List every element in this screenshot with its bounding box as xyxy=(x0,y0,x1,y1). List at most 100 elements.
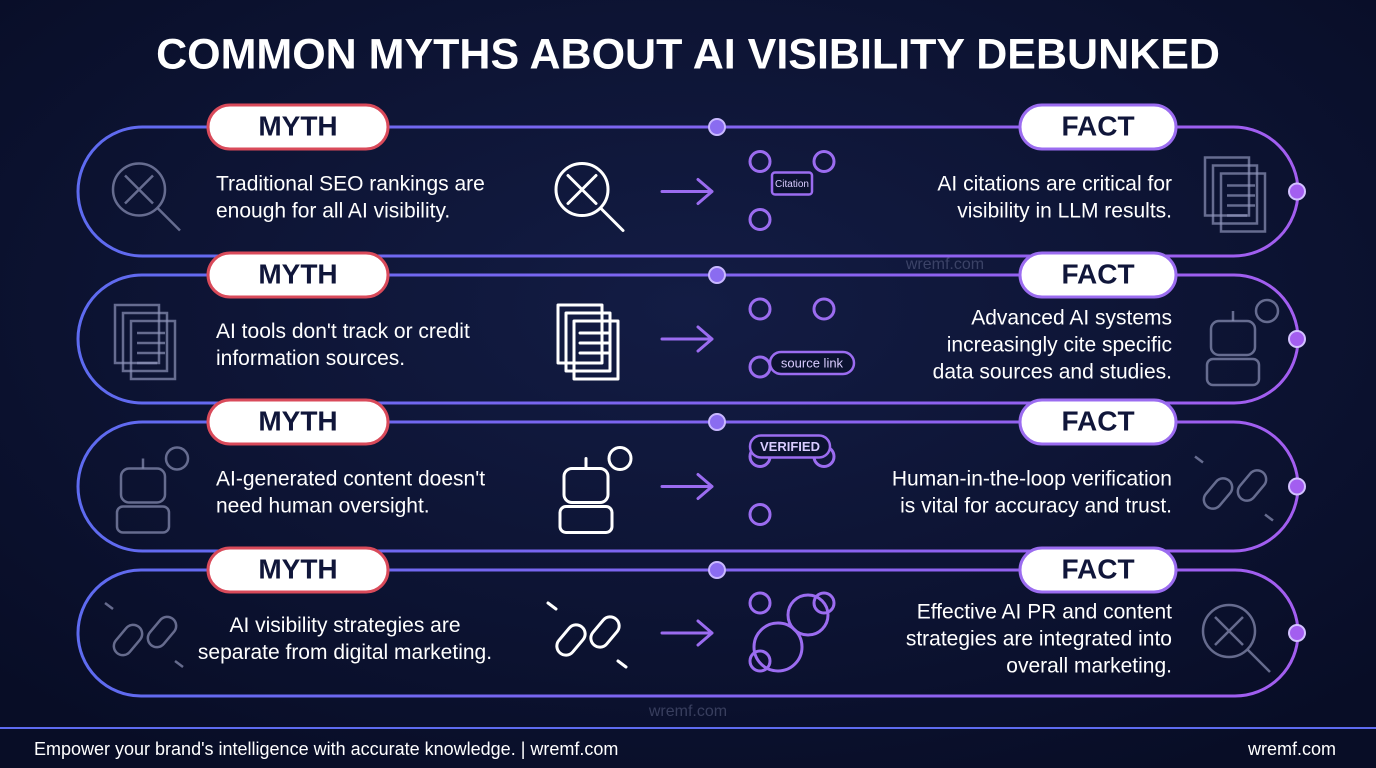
row: MYTH FACT AI-generated content doesn't need… xyxy=(76,398,1306,553)
fact-label: FACT xyxy=(1061,405,1134,436)
icon-stroke xyxy=(578,331,610,365)
icon-stroke xyxy=(558,505,614,534)
connector-dot xyxy=(1288,182,1306,201)
icon-node xyxy=(748,591,772,615)
icon-stroke xyxy=(1194,455,1274,522)
icon-node xyxy=(748,297,772,321)
fact-pill xyxy=(1018,103,1178,151)
myth-text: need human oversight. xyxy=(216,495,430,518)
icon-label: source link xyxy=(781,355,844,370)
icon-stroke xyxy=(1201,603,1257,659)
icon-stroke xyxy=(124,174,181,232)
icon-stroke xyxy=(546,601,628,669)
icon-stroke xyxy=(607,446,633,471)
icon-stroke xyxy=(1219,172,1267,233)
myth-label: MYTH xyxy=(258,110,337,141)
row: MYTH FACT Traditional SEO rankings are enou… xyxy=(76,103,1306,258)
icon-node xyxy=(748,150,772,173)
fact-text: Advanced AI systems xyxy=(971,307,1172,330)
myth-text: AI visibility strategies are xyxy=(229,614,460,637)
myth-text: Traditional SEO rankings are xyxy=(216,173,485,196)
icon-stroke xyxy=(1227,184,1255,217)
myth-label: MYTH xyxy=(258,405,337,436)
icon-stroke xyxy=(1205,357,1261,387)
watermark: wremf.com xyxy=(648,703,727,720)
icon-stroke xyxy=(129,319,177,381)
myth-pill xyxy=(206,103,390,151)
connector-dot xyxy=(708,266,726,284)
icon-stroke xyxy=(146,615,178,649)
fact-text: visibility in LLM results. xyxy=(957,200,1172,223)
arrow xyxy=(660,325,714,353)
arrow xyxy=(660,473,714,500)
icon-stroke xyxy=(1236,469,1268,502)
fact-text: is vital for accuracy and trust. xyxy=(900,495,1172,518)
icon-stroke xyxy=(564,311,612,373)
connector-dot xyxy=(1288,330,1306,348)
icon-tag xyxy=(770,171,814,196)
myth-text: enough for all AI visibility. xyxy=(216,200,450,223)
icon-stroke xyxy=(121,311,169,373)
connector-dot xyxy=(1288,624,1306,642)
icon-node xyxy=(812,297,836,321)
row: MYTH FACT AI visibility strategies are sepa… xyxy=(76,546,1306,698)
myth-text: AI-generated content doesn't xyxy=(216,468,485,491)
arrow xyxy=(660,178,714,205)
icon-stroke xyxy=(589,615,621,649)
icon-stroke xyxy=(1254,298,1280,324)
fact-text: strategies are integrated into xyxy=(906,628,1172,651)
icon-gear xyxy=(786,593,830,637)
myth-text: AI tools don't track or credit xyxy=(216,320,470,343)
icon-node xyxy=(748,208,772,231)
icon-stroke xyxy=(112,623,144,657)
fact-text: increasingly cite specific xyxy=(947,334,1172,357)
icon-stroke xyxy=(164,446,190,471)
footer-left: Empower your brand's intelligence with a… xyxy=(34,739,618,759)
myth-pill xyxy=(206,398,390,446)
icon-node xyxy=(748,649,772,673)
watermark: wremf.com xyxy=(905,256,984,273)
icon-stroke xyxy=(572,319,620,381)
fact-pill xyxy=(1018,251,1178,299)
title: COMMON MYTHS ABOUT AI VISIBILITY DEBUNKE… xyxy=(156,30,1220,78)
icon-stroke xyxy=(137,331,165,365)
myth-text: separate from digital marketing. xyxy=(198,641,492,664)
icon-stroke xyxy=(566,174,625,232)
myth-pill xyxy=(206,546,390,594)
myth-text: information sources. xyxy=(216,347,405,370)
connector-dot xyxy=(1288,477,1306,496)
myth-label: MYTH xyxy=(258,258,337,289)
connector-dot xyxy=(708,118,726,136)
icon-stroke xyxy=(1211,164,1259,225)
icon-tag xyxy=(748,434,832,459)
footer-right: wremf.com xyxy=(1247,739,1336,759)
arrow xyxy=(660,619,714,647)
fact-text: data sources and studies. xyxy=(933,361,1172,384)
icon-stroke xyxy=(1202,477,1234,510)
icon-node xyxy=(748,503,772,526)
fact-label: FACT xyxy=(1061,110,1134,141)
icon-stroke xyxy=(111,162,167,217)
icon-stroke xyxy=(555,623,587,657)
row: MYTH FACT AI tools don't track or credit in… xyxy=(76,251,1306,405)
fact-pill xyxy=(1018,398,1178,446)
icon-stroke xyxy=(554,162,610,217)
myth-label: MYTH xyxy=(258,553,337,584)
myth-pill xyxy=(206,251,390,299)
icon-stroke xyxy=(1214,616,1271,673)
fact-pill xyxy=(1018,546,1178,594)
icon-node xyxy=(812,150,836,173)
fact-text: Human-in-the-loop verification xyxy=(892,468,1172,491)
icon-gear xyxy=(752,621,804,673)
icon-label: Citation xyxy=(775,179,809,190)
fact-label: FACT xyxy=(1061,553,1134,584)
fact-text: overall marketing. xyxy=(1006,655,1172,678)
icon-node xyxy=(812,591,836,615)
connector-dot xyxy=(708,413,726,431)
icon-stroke xyxy=(104,602,184,668)
connector-dot xyxy=(708,561,726,579)
icon-label: VERIFIED xyxy=(760,439,820,454)
icon-stroke xyxy=(115,505,171,534)
fact-text: Effective AI PR and content xyxy=(917,601,1172,624)
